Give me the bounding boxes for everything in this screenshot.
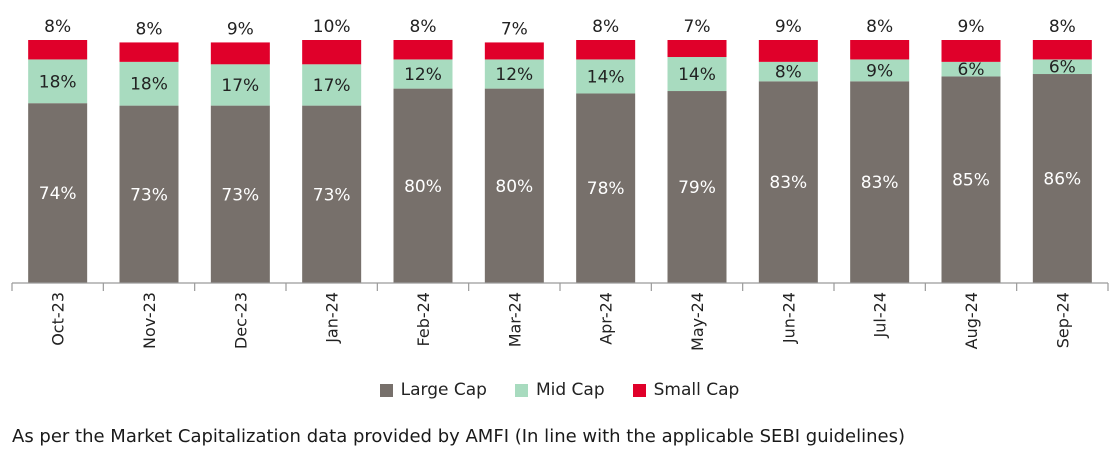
bar-mid-cap-mar-24	[484, 59, 544, 89]
bar-small-cap-may-24	[667, 40, 727, 58]
bar-mid-cap-sep-24	[1032, 59, 1092, 75]
data-label-large-cap-aug-24: 85%	[952, 171, 990, 191]
bar-large-cap-nov-23	[119, 105, 179, 283]
data-label-large-cap-dec-23: 73%	[221, 185, 259, 205]
bar-mid-cap-dec-23	[210, 64, 270, 106]
data-label-mid-cap-nov-23: 18%	[130, 75, 168, 95]
bar-large-cap-may-24	[667, 91, 727, 283]
bar-small-cap-jan-24	[302, 40, 362, 65]
bar-large-cap-oct-23	[28, 103, 88, 284]
bar-large-cap-aug-24	[941, 76, 1001, 283]
data-label-small-cap-oct-23: 8%	[44, 17, 71, 37]
data-label-mid-cap-may-24: 14%	[678, 65, 716, 85]
data-label-small-cap-jan-24: 10%	[313, 17, 351, 37]
bar-small-cap-dec-23	[210, 42, 270, 65]
data-label-small-cap-aug-24: 9%	[958, 17, 985, 37]
bar-small-cap-mar-24	[484, 42, 544, 60]
footnote: As per the Market Capitalization data pr…	[12, 426, 905, 447]
legend-label-small-cap: Small Cap	[653, 380, 740, 400]
data-label-mid-cap-feb-24: 12%	[404, 65, 442, 85]
data-label-mid-cap-apr-24: 14%	[587, 67, 625, 87]
bar-mid-cap-may-24	[667, 57, 727, 92]
data-label-large-cap-oct-23: 74%	[39, 184, 77, 204]
x-tick-label-oct-23: Oct-23	[49, 292, 68, 346]
data-label-large-cap-may-24: 79%	[678, 178, 716, 198]
bar-large-cap-sep-24	[1032, 74, 1092, 284]
bar-large-cap-mar-24	[484, 88, 544, 283]
bar-large-cap-feb-24	[393, 88, 453, 283]
bar-large-cap-jun-24	[758, 81, 818, 283]
data-label-mid-cap-mar-24: 12%	[495, 65, 533, 85]
x-axis: Oct-23 Nov-23 Dec-23 Jan-24 Feb-24 Mar-24 Apr-…	[11, 282, 1109, 351]
data-label-large-cap-jan-24: 73%	[313, 185, 351, 205]
bar-small-cap-jun-24	[758, 40, 818, 62]
data-label-large-cap-mar-24: 80%	[495, 177, 533, 197]
bar-small-cap-nov-23	[119, 42, 179, 62]
bar-mid-cap-apr-24	[576, 59, 636, 94]
bar-small-cap-sep-24	[1032, 40, 1092, 60]
bar-mid-cap-feb-24	[393, 59, 453, 89]
x-tick-label-dec-23: Dec-23	[231, 292, 250, 349]
x-tick-label-mar-24: Mar-24	[505, 292, 524, 347]
stacked-bar-chart: 74% 18% 8% 73% 18% 8% 73% 17% 9% 73% 17% 10% 80% 12% 8…	[11, 17, 1109, 351]
data-label-mid-cap-jun-24: 8%	[775, 63, 802, 83]
data-label-mid-cap-jul-24: 9%	[866, 61, 893, 81]
data-label-mid-cap-jan-24: 17%	[313, 76, 351, 96]
bar-mid-cap-aug-24	[941, 61, 1001, 77]
data-label-small-cap-feb-24: 8%	[410, 17, 437, 37]
x-tick-label-jun-24: Jun-24	[779, 292, 798, 344]
legend-item-mid-cap: Mid Cap	[514, 380, 605, 400]
legend-item-small-cap: Small Cap	[632, 380, 740, 400]
legend: Large Cap Mid Cap Small Cap	[0, 380, 1119, 400]
x-tick-label-feb-24: Feb-24	[414, 292, 433, 346]
data-label-mid-cap-aug-24: 6%	[958, 60, 985, 80]
data-label-small-cap-may-24: 7%	[684, 17, 711, 37]
x-tick-label-aug-24: Aug-24	[962, 292, 981, 349]
legend-swatch-small-cap	[632, 383, 646, 397]
bar-mid-cap-jun-24	[758, 61, 818, 82]
legend-item-large-cap: Large Cap	[379, 380, 487, 400]
bar-large-cap-jan-24	[302, 105, 362, 283]
bar-mid-cap-jan-24	[302, 64, 362, 106]
bar-small-cap-feb-24	[393, 40, 453, 60]
data-label-large-cap-apr-24: 78%	[587, 179, 625, 199]
bar-small-cap-jul-24	[850, 40, 910, 60]
legend-label-large-cap: Large Cap	[400, 380, 487, 400]
data-label-small-cap-apr-24: 8%	[592, 17, 619, 37]
data-label-large-cap-sep-24: 86%	[1043, 170, 1081, 190]
x-tick-label-apr-24: Apr-24	[597, 292, 616, 345]
data-labels-group: 74% 18% 8% 73% 18% 8% 73% 17% 9% 73% 17% 10% 80% 12% 8…	[39, 17, 1081, 205]
legend-swatch-large-cap	[379, 383, 393, 397]
data-label-mid-cap-dec-23: 17%	[221, 76, 259, 96]
bar-large-cap-apr-24	[576, 93, 636, 284]
data-label-small-cap-sep-24: 8%	[1049, 17, 1076, 37]
data-label-large-cap-nov-23: 73%	[130, 185, 168, 205]
data-label-small-cap-nov-23: 8%	[136, 19, 163, 39]
bar-small-cap-apr-24	[576, 40, 636, 60]
bar-large-cap-dec-23	[210, 105, 270, 283]
data-label-large-cap-feb-24: 80%	[404, 177, 442, 197]
x-tick-label-jul-24: Jul-24	[871, 292, 890, 338]
data-label-small-cap-dec-23: 9%	[227, 19, 254, 39]
bar-small-cap-aug-24	[941, 40, 1001, 62]
x-tick-label-may-24: May-24	[688, 292, 707, 351]
legend-swatch-mid-cap	[514, 383, 528, 397]
bar-large-cap-jul-24	[850, 81, 910, 283]
x-tick-label-jan-24: Jan-24	[323, 292, 342, 344]
data-label-mid-cap-oct-23: 18%	[39, 72, 77, 92]
data-label-large-cap-jun-24: 83%	[769, 173, 807, 193]
data-label-large-cap-jul-24: 83%	[861, 173, 899, 193]
bars-group	[28, 40, 1092, 284]
bar-mid-cap-nov-23	[119, 61, 179, 106]
bar-mid-cap-oct-23	[28, 59, 88, 104]
data-label-small-cap-mar-24: 7%	[501, 19, 528, 39]
data-label-small-cap-jun-24: 9%	[775, 17, 802, 37]
legend-label-mid-cap: Mid Cap	[535, 380, 605, 400]
bar-mid-cap-jul-24	[850, 59, 910, 82]
data-label-small-cap-jul-24: 8%	[866, 17, 893, 37]
data-label-mid-cap-sep-24: 6%	[1049, 58, 1076, 78]
bar-small-cap-oct-23	[28, 40, 88, 60]
x-tick-label-sep-24: Sep-24	[1053, 292, 1072, 348]
x-tick-label-nov-23: Nov-23	[140, 292, 159, 349]
